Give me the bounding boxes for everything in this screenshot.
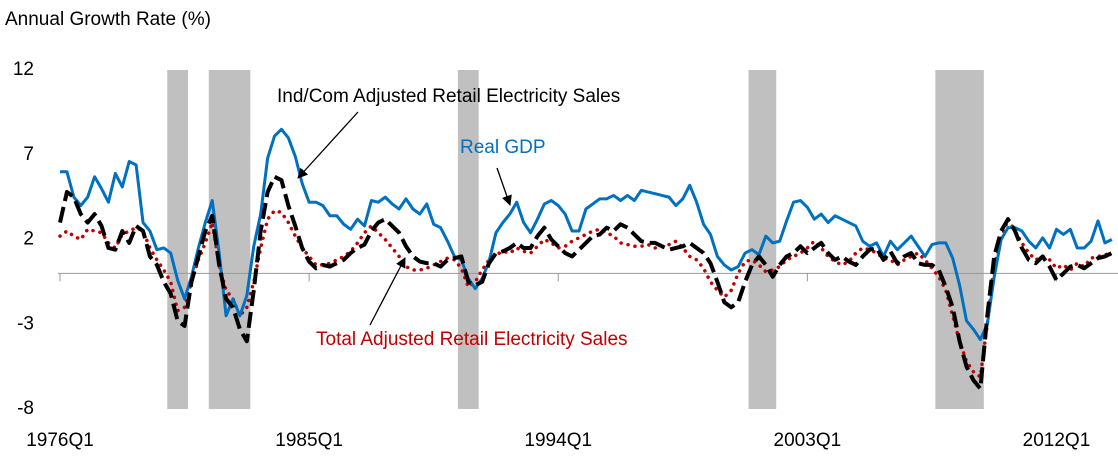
recession-band bbox=[457, 70, 479, 409]
recession-band bbox=[167, 70, 189, 409]
series-line bbox=[58, 208, 1114, 379]
series-label: Total Adjusted Retail Electricity Sales bbox=[316, 329, 628, 350]
x-tick-label: 1985Q1 bbox=[275, 430, 343, 451]
annotation-arrow bbox=[297, 111, 359, 179]
series-line bbox=[60, 127, 1113, 341]
recession-band bbox=[748, 70, 777, 409]
y-tick-label: -8 bbox=[17, 398, 34, 419]
recession-band bbox=[935, 70, 984, 409]
y-tick-label: -3 bbox=[17, 313, 34, 334]
series-label: Ind/Com Adjusted Retail Electricity Sale… bbox=[277, 86, 620, 107]
series-line bbox=[58, 174, 1113, 391]
y-axis-title: Annual Growth Rate (%) bbox=[5, 9, 211, 30]
y-tick-label: 12 bbox=[13, 59, 34, 80]
annotation-arrow bbox=[369, 257, 406, 326]
x-tick-label: 1994Q1 bbox=[524, 430, 592, 451]
x-tick-label: 2012Q1 bbox=[1023, 430, 1091, 451]
series-label: Real GDP bbox=[460, 137, 546, 158]
annotation-arrow bbox=[496, 167, 512, 206]
x-tick-label: 2003Q1 bbox=[774, 430, 842, 451]
y-tick-label: 7 bbox=[23, 144, 34, 165]
x-tick-label: 1976Q1 bbox=[26, 430, 94, 451]
y-tick-label: 2 bbox=[23, 229, 34, 250]
